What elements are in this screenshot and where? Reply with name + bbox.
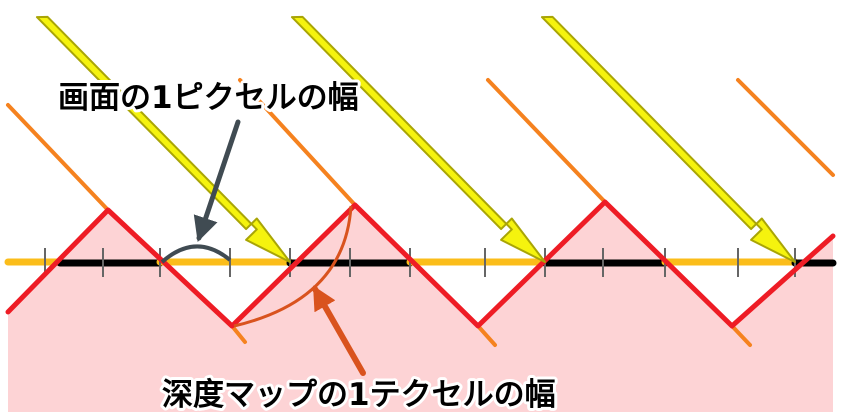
texel-callout-arrow xyxy=(312,285,366,376)
ray-line xyxy=(6,103,110,212)
ray-line xyxy=(230,324,247,344)
ray-line xyxy=(486,78,607,204)
texel-width-bracket xyxy=(233,205,353,328)
screen-pixel-width-label: 画面の1ピクセルの幅 xyxy=(58,80,359,116)
pixel-width-bracket xyxy=(160,244,232,264)
light-arrow-outlines xyxy=(35,15,796,263)
light-arrow xyxy=(291,16,545,263)
light-arrow xyxy=(541,16,795,263)
depth-map-surface xyxy=(5,199,836,329)
ray-line xyxy=(736,78,835,177)
light-arrow xyxy=(36,16,291,263)
light-arrow-outline xyxy=(35,15,291,263)
pixel-callout-arrow xyxy=(193,119,241,242)
light-arrow-outline xyxy=(290,15,546,263)
light-arrow-outline xyxy=(540,15,796,263)
screen-surface xyxy=(4,258,837,267)
depth-map-texel-width-label: 深度マップの1テクセルの幅 xyxy=(162,377,556,413)
ray-line xyxy=(238,78,357,207)
shadow-region xyxy=(8,202,833,412)
ray-line xyxy=(476,324,497,347)
light-arrows xyxy=(36,16,795,263)
ray-line xyxy=(730,324,752,347)
light-ray-lines xyxy=(6,78,835,347)
